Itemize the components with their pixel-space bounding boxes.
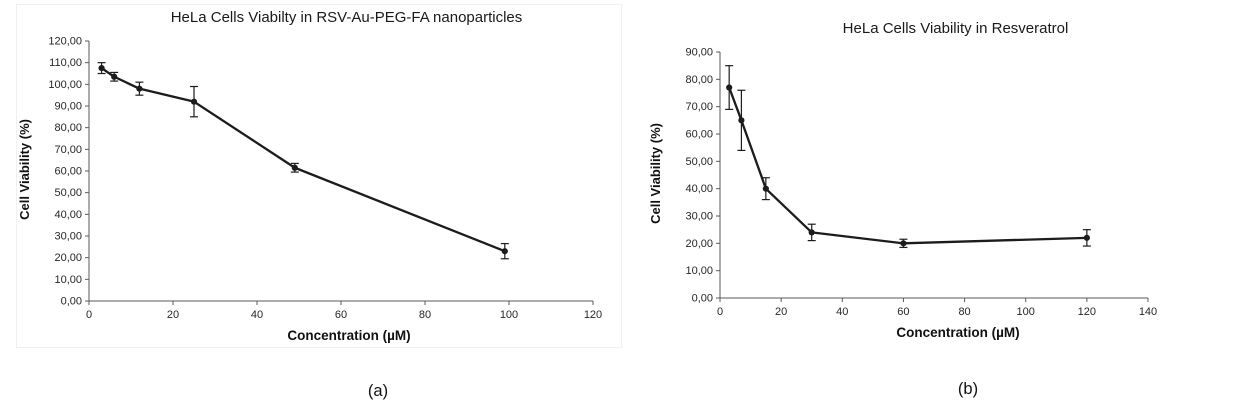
svg-text:60: 60 bbox=[335, 309, 347, 321]
svg-text:60: 60 bbox=[897, 306, 909, 318]
svg-text:40: 40 bbox=[836, 306, 848, 318]
svg-text:80: 80 bbox=[419, 309, 431, 321]
caption-a: (a) bbox=[367, 382, 389, 400]
svg-text:40,00: 40,00 bbox=[54, 209, 82, 221]
svg-text:110,00: 110,00 bbox=[49, 57, 82, 69]
svg-text:0,00: 0,00 bbox=[61, 296, 82, 308]
svg-text:70,00: 70,00 bbox=[54, 144, 82, 156]
svg-text:10,00: 10,00 bbox=[685, 265, 713, 277]
svg-text:100,00: 100,00 bbox=[48, 79, 82, 91]
svg-text:60,00: 60,00 bbox=[685, 129, 713, 141]
svg-text:0,00: 0,00 bbox=[692, 293, 713, 305]
svg-text:140: 140 bbox=[1139, 306, 1157, 318]
svg-text:100: 100 bbox=[1017, 306, 1035, 318]
svg-text:80,00: 80,00 bbox=[685, 74, 713, 86]
svg-text:90,00: 90,00 bbox=[54, 101, 82, 113]
chart-a-x-axis-label: Concentration (µM) bbox=[287, 328, 411, 343]
svg-text:0: 0 bbox=[86, 309, 92, 321]
svg-text:20: 20 bbox=[775, 306, 787, 318]
svg-text:20: 20 bbox=[167, 309, 179, 321]
chart-b-title: HeLa Cells Viability in Resveratrol bbox=[842, 20, 1069, 37]
svg-text:10,00: 10,00 bbox=[54, 274, 82, 286]
svg-text:40,00: 40,00 bbox=[685, 183, 713, 195]
svg-text:0: 0 bbox=[717, 306, 723, 318]
svg-text:40: 40 bbox=[251, 309, 263, 321]
svg-text:80: 80 bbox=[958, 306, 970, 318]
svg-text:120: 120 bbox=[1078, 306, 1096, 318]
svg-text:80,00: 80,00 bbox=[54, 122, 82, 134]
svg-text:60,00: 60,00 bbox=[54, 166, 82, 178]
svg-text:30,00: 30,00 bbox=[54, 231, 82, 243]
svg-text:120,00: 120,00 bbox=[48, 36, 82, 48]
chart-a-plot: 0,00 10,00 20,00 30,00 40,00 50,00 60,00 70,00 8… bbox=[48, 36, 602, 322]
svg-text:90,00: 90,00 bbox=[685, 47, 713, 59]
svg-text:120: 120 bbox=[584, 309, 602, 321]
chart-b-y-axis-label: Cell Viability (%) bbox=[648, 122, 663, 224]
svg-text:50,00: 50,00 bbox=[54, 187, 82, 199]
svg-text:70,00: 70,00 bbox=[685, 101, 713, 113]
chart-b-plot: 0,00 10,00 20,00 30,00 40,00 50,00 60,00 70,00 8… bbox=[685, 47, 1157, 319]
svg-text:20,00: 20,00 bbox=[685, 238, 713, 250]
caption-b: (b) bbox=[957, 380, 979, 398]
svg-text:20,00: 20,00 bbox=[54, 252, 82, 264]
chart-a-title: HeLa Cells Viabilty in RSV-Au-PEG-FA nan… bbox=[170, 9, 523, 26]
svg-text:50,00: 50,00 bbox=[685, 156, 713, 168]
chart-b-container: HeLa Cells Viability in Resveratrol Cell… bbox=[648, 16, 1208, 344]
svg-text:30,00: 30,00 bbox=[685, 211, 713, 223]
chart-a-container: HeLa Cells Viabilty in RSV-Au-PEG-FA nan… bbox=[16, 4, 622, 348]
chart-b-x-axis-label: Concentration (µM) bbox=[896, 325, 1020, 340]
chart-a-y-axis-label: Cell Viability (%) bbox=[17, 118, 32, 220]
svg-text:100: 100 bbox=[500, 309, 518, 321]
